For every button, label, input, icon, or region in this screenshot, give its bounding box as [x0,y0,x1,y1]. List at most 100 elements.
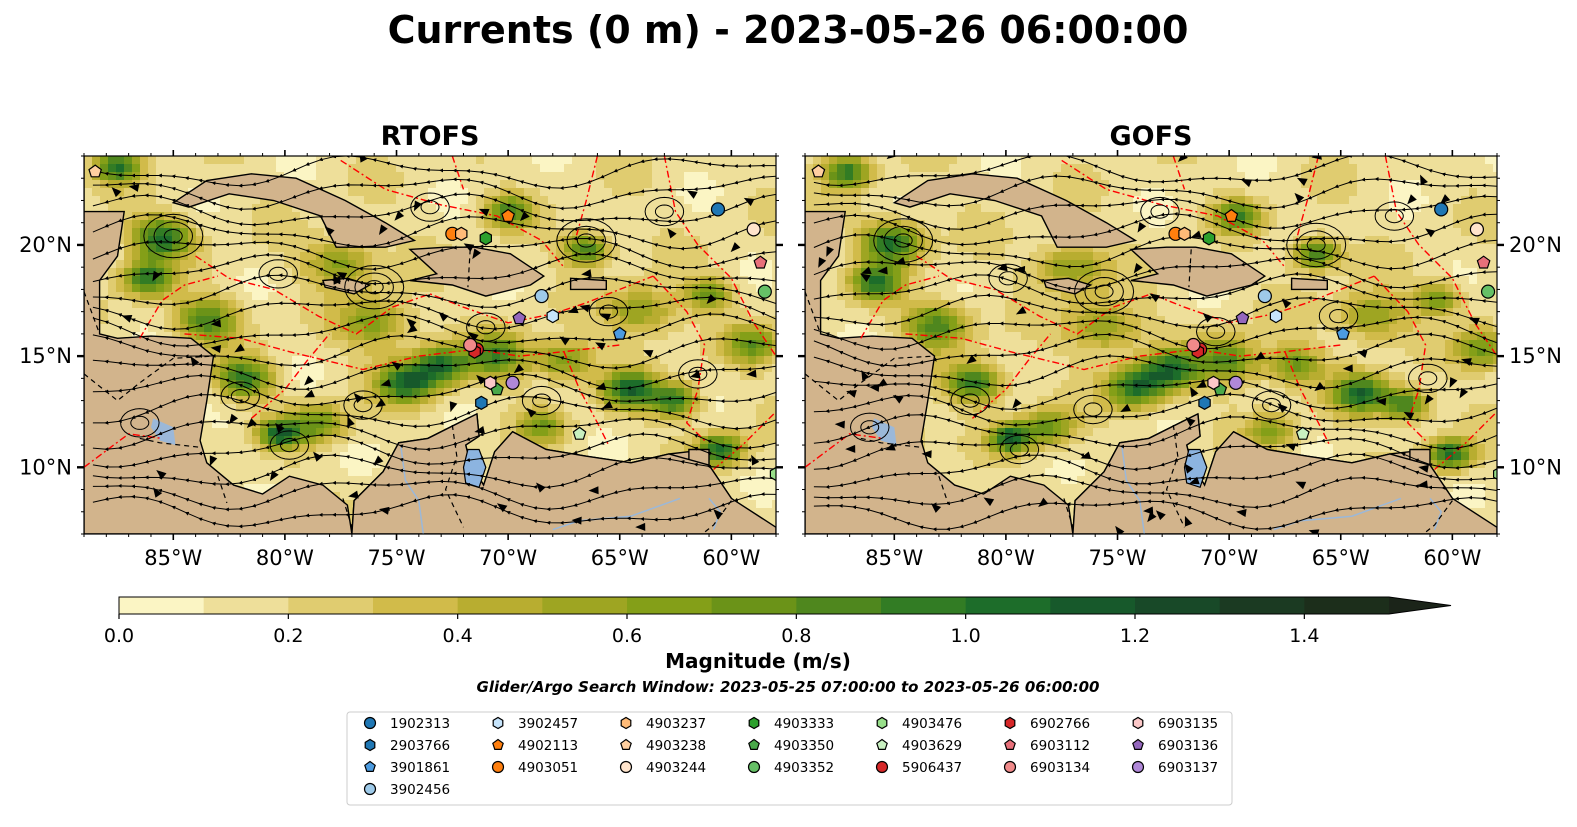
float-marker-6903134 [463,337,478,353]
streamline [92,156,776,191]
legend-label: 6903134 [1030,760,1090,776]
x-tick-label: 60°W [1423,546,1481,570]
float-marker-6903112 [753,255,768,269]
colorbar-segment [711,597,797,614]
float-marker-4903352 [1480,284,1496,299]
legend-marker-6903137 [1131,760,1145,774]
float-marker-4903238 [811,164,826,178]
flow-arrows [111,156,760,531]
float-marker-6903135 [484,375,497,390]
legend-label: 4903629 [902,738,962,754]
float-marker-6903135 [1207,375,1220,390]
float-markers [88,164,776,482]
streamlines [92,156,776,529]
float-marker-3902456 [534,288,549,304]
legend-label: 3902456 [390,782,450,798]
map-panel-gofs: GOFS 85°W 80°W 75°W 70°W 65°W 60°W 10°N 15°N 20°… [798,121,1562,570]
colorbar-extend-triangle [1389,597,1451,614]
float-marker-4902113 [1224,208,1239,222]
colorbar-tick-label: 0.8 [781,625,811,647]
legend-label: 2903766 [390,738,450,754]
colorbar-segment [203,597,289,614]
legend-label: 6903137 [1158,760,1218,776]
colorbar-tick-label: 1.4 [1289,625,1319,647]
float-marker-4902113 [501,208,516,222]
colorbar-segment [1219,597,1305,614]
streamline [813,156,1497,188]
float-marker-1902313 [1434,202,1449,217]
legend-label: 4903238 [646,738,706,754]
colorbar-segment [373,597,459,614]
streamline [813,293,1497,330]
float-marker-4903629 [1295,426,1310,440]
colorbar-segment [457,597,543,614]
flow-arrows [818,156,1480,534]
colorbar-segment [1304,597,1390,614]
float-marker-4903238 [88,164,103,178]
float-marker-3902457 [1269,308,1283,324]
legend-marker-4903333 [748,716,760,730]
float-marker-6903137 [1228,375,1243,390]
legend-label: 4903237 [646,716,706,732]
x-tick-label: 65°W [1312,546,1370,570]
colorbar-segment [119,597,205,614]
figure-title: Currents (0 m) - 2023-05-26 06:00:00 [388,8,1189,52]
x-tick-label: 60°W [702,546,760,570]
legend-marker-4902113 [492,738,504,751]
streamlines [813,156,1497,532]
legend-marker-4903244 [619,760,633,774]
colorbar: 0.0 0.2 0.4 0.6 0.8 1.0 1.2 1.4 [104,596,1452,647]
legend-label: 4903352 [774,760,834,776]
legend-label: 6903135 [1158,716,1218,732]
legend-label: 3901861 [390,760,450,776]
float-marker-4903629 [572,426,587,440]
colorbar-tick-label: 0.2 [273,625,303,647]
x-tick-label: 75°W [368,546,426,570]
x-tick-label: 85°W [144,546,202,570]
legend-marker-3902456 [363,782,377,796]
legend-marker-5906437 [875,760,889,774]
float-legend: 1902313 2903766 3901861 3902456 3902457 49021… [346,711,1233,806]
float-marker-4903237 [455,226,468,241]
colorbar-segment [796,597,882,614]
legend-label: 6903112 [1030,738,1090,754]
colorbar-segment [965,597,1051,614]
float-marker-4903333 [1202,231,1216,246]
x-tick-label: 75°W [1089,546,1147,570]
legend-label: 4903244 [646,760,706,776]
legend-label: 3902457 [518,716,578,732]
legend-label: 4903333 [774,716,834,732]
colorbar-segment [627,597,713,614]
float-marker-2903766 [1198,395,1211,410]
float-marker-4903352 [757,284,772,299]
legend-marker-3902457 [492,716,504,730]
colorbar-segment [288,597,374,614]
legend-marker-1902313 [363,716,377,730]
colorbar-segment [542,597,628,614]
float-marker-6903112 [1476,255,1491,269]
float-marker-1902313 [710,202,726,217]
float-marker-3901861 [1336,326,1350,340]
legend-marker-3901861 [364,760,376,773]
float-marker-4903237 [1178,226,1191,241]
colorbar-segment [1135,597,1221,614]
colorbar-tick-label: 0.4 [443,625,473,647]
y-tick-label: 10°N [19,455,72,479]
float-marker-6903136 [512,311,527,325]
float-marker-6903137 [505,375,520,390]
legend-marker-4903476 [876,716,888,730]
colorbar-tick-label: 1.2 [1120,625,1150,647]
y-tick-label: 15°N [19,344,72,368]
float-marker-4903244 [746,222,761,237]
search-window-caption: Glider/Argo Search Window: 2023-05-25 07… [477,678,1100,696]
x-tick-label: 80°W [256,546,314,570]
float-marker-4903476 [769,466,776,482]
land-puertorico [1290,277,1328,291]
float-marker-2903766 [475,395,488,410]
float-marker-4903244 [1469,222,1485,237]
colorbar-tick-label: 1.0 [951,625,981,647]
legend-marker-2903766 [364,738,376,752]
y-tick-label: 10°N [1509,455,1562,479]
legend-marker-6903136 [1132,738,1144,751]
